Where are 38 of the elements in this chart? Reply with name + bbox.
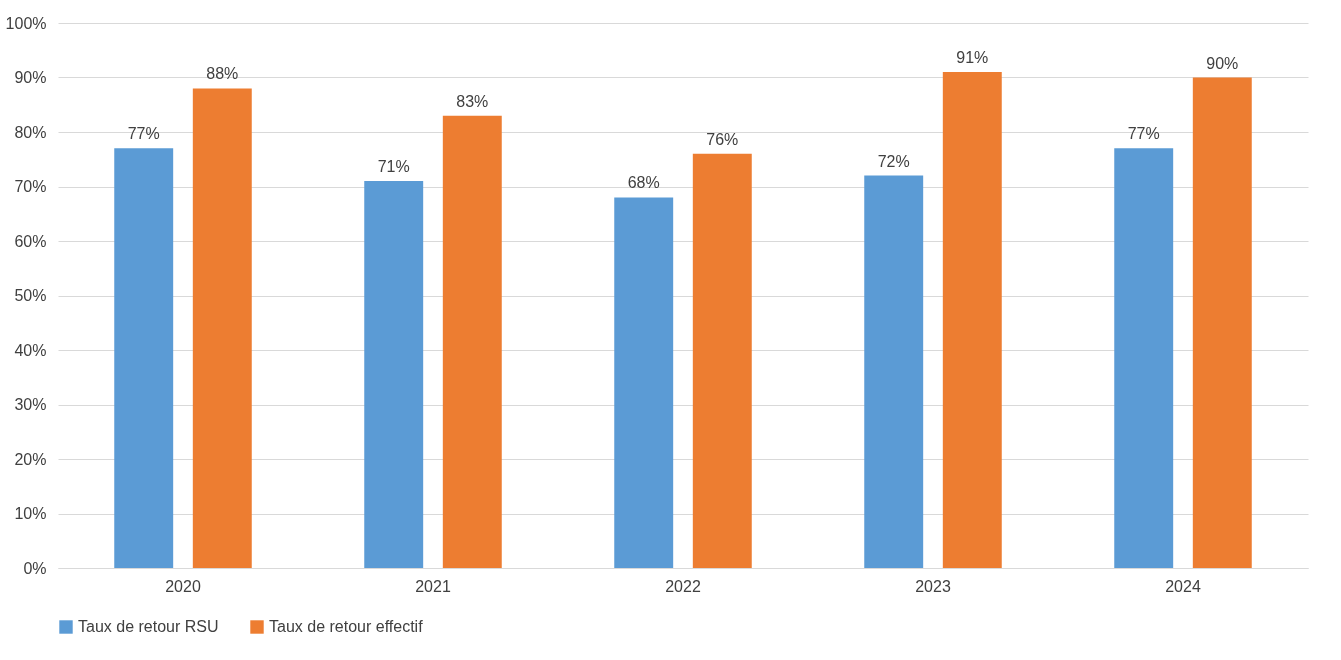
y-tick-label: 40% <box>14 341 47 359</box>
bar <box>864 175 924 568</box>
y-tick-label: 50% <box>14 287 47 304</box>
data-label: 77% <box>127 125 160 143</box>
y-tick-label: 70% <box>14 178 47 195</box>
data-label: 90% <box>1206 54 1239 72</box>
data-label: 71% <box>377 158 410 176</box>
data-label: 88% <box>206 65 239 83</box>
bar <box>1192 77 1252 568</box>
bar <box>192 88 252 568</box>
x-tick-label: 2024 <box>1165 577 1201 595</box>
bar <box>442 115 502 568</box>
y-tick-label: 90% <box>14 69 47 86</box>
bar <box>692 153 752 568</box>
data-label: 76% <box>706 130 739 148</box>
bar <box>614 197 674 568</box>
legend-label: Taux de retour effectif <box>269 618 424 635</box>
y-tick-label: 30% <box>14 396 47 413</box>
y-tick-label: 80% <box>14 123 47 141</box>
bar <box>364 181 424 568</box>
data-label: 83% <box>456 92 489 110</box>
bar <box>942 72 1002 568</box>
x-tick-label: 2020 <box>165 577 201 595</box>
bar <box>114 148 174 568</box>
x-tick-label: 2022 <box>665 577 701 595</box>
y-tick-label: 20% <box>14 450 47 468</box>
data-label: 77% <box>1127 125 1160 143</box>
data-label: 72% <box>877 152 910 170</box>
y-tick-label: 60% <box>14 232 47 250</box>
bar <box>1114 148 1174 568</box>
x-tick-label: 2023 <box>915 577 951 595</box>
data-label: 91% <box>956 49 989 67</box>
y-tick-label: 100% <box>5 14 47 32</box>
x-tick-label: 2021 <box>415 577 451 595</box>
data-label: 68% <box>627 174 660 192</box>
legend-label: Taux de retour RSU <box>78 618 219 635</box>
y-tick-label: 10% <box>14 505 47 522</box>
y-tick-label: 0% <box>23 559 47 577</box>
